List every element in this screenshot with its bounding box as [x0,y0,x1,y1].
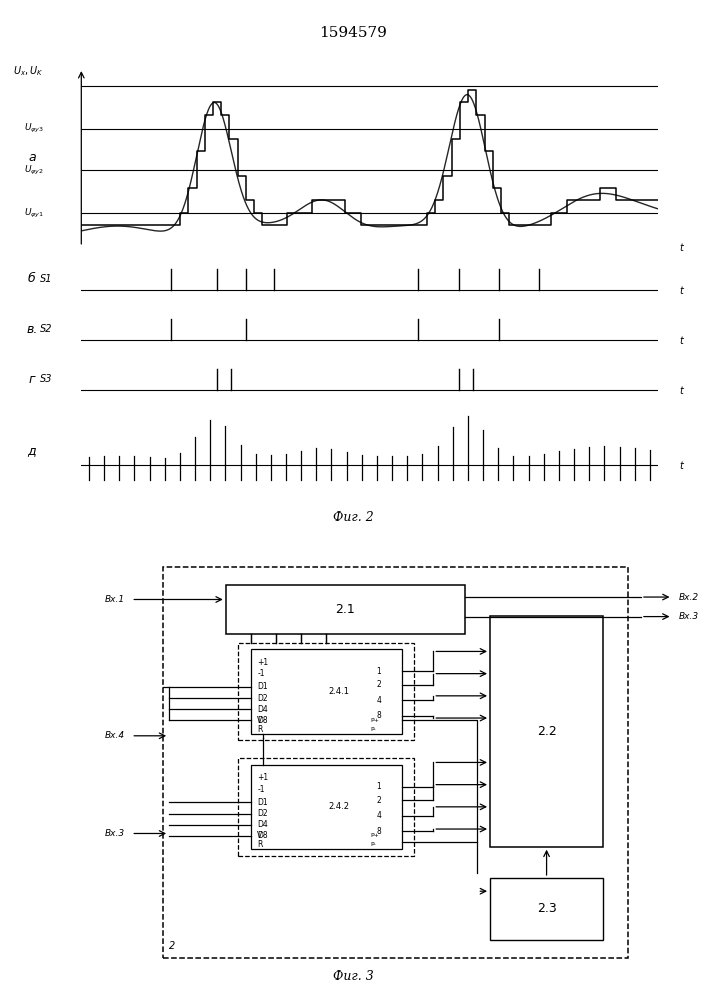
Text: 8: 8 [377,827,382,836]
Text: R: R [257,840,262,849]
Text: P+: P+ [370,718,379,723]
Text: Вх.3: Вх.3 [679,612,699,621]
Text: D4: D4 [257,820,268,829]
Text: 2.3: 2.3 [537,902,556,915]
Text: Вх.1: Вх.1 [105,595,125,604]
Text: Вх.3: Вх.3 [105,829,125,838]
Text: $U_{\varphi y1}$: $U_{\varphi y1}$ [24,207,44,220]
Text: 2.1: 2.1 [335,603,355,616]
Bar [238,758,414,856]
Text: 2.4.2: 2.4.2 [329,802,349,811]
Text: +1: +1 [257,773,268,782]
Text: +1: +1 [257,658,268,667]
Text: 8: 8 [377,711,382,720]
Text: D2: D2 [257,694,268,703]
Text: 4: 4 [377,696,382,705]
Text: S1: S1 [40,274,52,284]
Text: -1: -1 [257,785,264,794]
Text: а: а [28,151,35,164]
Text: V: V [257,831,262,840]
Text: P-: P- [370,727,376,732]
Bar [251,765,402,849]
Text: г: г [28,373,35,386]
Text: 1594579: 1594579 [320,26,387,40]
Text: D1: D1 [257,798,268,807]
Text: P-: P- [370,842,376,847]
Text: $t$: $t$ [679,334,686,346]
Text: Фиг. 3: Фиг. 3 [333,970,374,983]
Text: S3: S3 [40,374,52,384]
Text: в.: в. [26,323,37,336]
Bar [226,585,464,634]
Bar [490,878,603,940]
Text: $t$: $t$ [679,241,686,253]
Text: D8: D8 [257,716,268,725]
Text: Фиг. 2: Фиг. 2 [333,511,374,524]
Text: R: R [257,725,262,734]
Text: Вх.4: Вх.4 [105,731,125,740]
Text: D4: D4 [257,705,268,714]
Bar [251,649,402,734]
Text: б: б [28,272,35,286]
Text: $U_{\varphi y2}$: $U_{\varphi y2}$ [24,164,44,177]
Text: V: V [257,716,262,725]
Text: $U_{\varphi y3}$: $U_{\varphi y3}$ [24,122,44,135]
Text: Вх.2: Вх.2 [679,593,699,602]
Text: 2.2: 2.2 [537,725,556,738]
Text: D2: D2 [257,809,268,818]
Text: 2: 2 [169,941,175,951]
Bar [163,567,629,958]
Text: 2: 2 [377,796,382,805]
Text: 1: 1 [377,782,382,791]
Text: D1: D1 [257,682,268,691]
Text: д: д [28,444,36,457]
Text: S2: S2 [40,324,52,334]
Text: $U_x,U_K$: $U_x,U_K$ [13,64,44,78]
Text: P+: P+ [370,833,379,838]
Bar [238,643,414,740]
Text: $t$: $t$ [679,284,686,296]
Text: 1: 1 [377,667,382,676]
Text: $t$: $t$ [679,384,686,396]
Text: $t$: $t$ [679,459,686,471]
Text: 2.4.1: 2.4.1 [329,687,349,696]
Text: 2: 2 [377,680,382,689]
Text: 4: 4 [377,811,382,820]
Text: D8: D8 [257,831,268,840]
Text: -1: -1 [257,669,264,678]
Bar [490,616,603,847]
